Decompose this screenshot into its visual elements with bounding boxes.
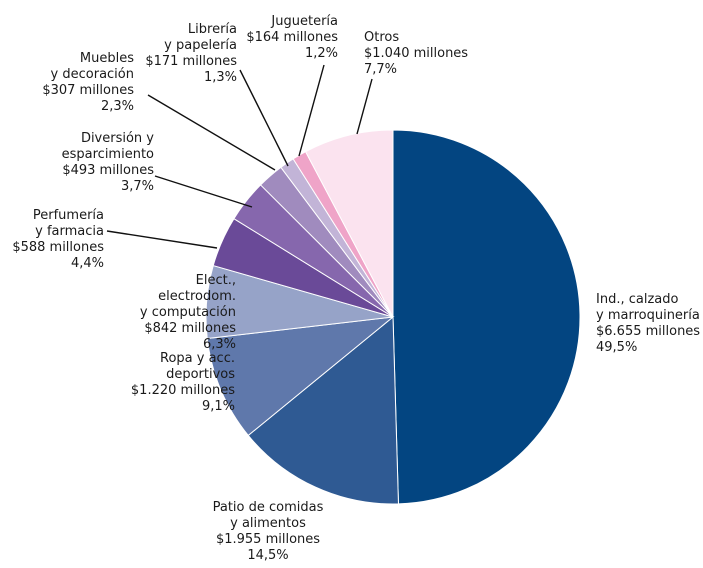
- slice-label-muebles-y-decoracion: Muebles y decoración $307 millones 2,3%: [42, 51, 134, 114]
- slice-label-line: $588 millones: [12, 240, 104, 255]
- pie-slice-ropa-y-acc-deportivos: [206, 316, 395, 437]
- slice-label-line: Perfumería: [33, 208, 104, 223]
- slice-label-line: Muebles: [80, 51, 134, 66]
- slice-label-line: 4,4%: [71, 256, 104, 271]
- slice-label-line: $493 millones: [62, 163, 154, 178]
- slice-label-line: Juguetería: [270, 14, 338, 29]
- pie-slice-otros: [304, 129, 394, 318]
- slice-label-line: $1.220 millones: [131, 383, 235, 398]
- leader-line-libreria-y-papeleria: [239, 69, 289, 167]
- slice-label-elect-electrodom-y-computacion: Elect., electrodom. y computación $842 mill…: [140, 273, 236, 352]
- slice-label-line: 1,2%: [305, 46, 338, 61]
- slice-label-line: Ropa y acc.: [160, 351, 235, 366]
- slice-label-line: y papelería: [164, 38, 237, 53]
- slice-label-line: y marroquinería: [596, 308, 700, 323]
- leader-line-muebles-y-decoracion: [147, 94, 276, 171]
- leader-line-perfumeria-y-farmacia: [106, 230, 218, 249]
- leader-lines: [106, 64, 373, 249]
- slice-label-line: y alimentos: [230, 516, 306, 531]
- slice-label-otros: Otros $1.040 millones 7,7%: [364, 30, 468, 77]
- slice-label-line: $1.955 millones: [216, 532, 320, 547]
- slice-label-line: $171 millones: [145, 54, 237, 69]
- slice-label-line: $842 millones: [144, 321, 236, 336]
- slice-label-line: 3,7%: [121, 179, 154, 194]
- slice-label-line: Otros: [364, 30, 399, 45]
- pie-slice-ind-calzado-y-marroquineria: [392, 129, 581, 505]
- slice-label-libreria-y-papeleria: Librería y papelería $171 millones 1,3%: [145, 22, 237, 85]
- slice-label-jugueteria: Juguetería $164 millones 1,2%: [246, 14, 338, 61]
- slice-label-line: 2,3%: [101, 99, 134, 114]
- leader-line-jugueteria: [298, 64, 325, 157]
- leader-line-otros: [356, 78, 373, 135]
- slice-label-line: Ind., calzado: [596, 292, 678, 307]
- slice-label-line: Patio de comidas: [213, 500, 324, 515]
- slice-label-line: y computación: [140, 305, 236, 320]
- slice-label-line: Diversión y: [81, 131, 154, 146]
- slice-label-line: $164 millones: [246, 30, 338, 45]
- slice-label-line: esparcimiento: [62, 147, 154, 162]
- slice-label-line: Elect.,: [196, 273, 236, 288]
- pie-slices: [205, 129, 581, 505]
- slice-label-line: 49,5%: [596, 340, 637, 355]
- slice-label-line: $1.040 millones: [364, 46, 468, 61]
- slice-label-line: 9,1%: [202, 399, 235, 414]
- slice-label-line: $307 millones: [42, 83, 134, 98]
- slice-label-patio-de-comidas-y-alimentos: Patio de comidas y alimentos $1.955 millon…: [213, 500, 324, 563]
- slice-label-line: electrodom.: [158, 289, 236, 304]
- slice-label-line: $6.655 millones: [596, 324, 700, 339]
- slice-label-perfumeria-y-farmacia: Perfumería y farmacia $588 millones 4,4%: [12, 208, 104, 271]
- leader-line-diversion-y-esparcimiento: [154, 175, 253, 208]
- slice-label-line: 1,3%: [204, 70, 237, 85]
- slice-label-line: 14,5%: [247, 548, 288, 563]
- slice-label-line: 6,3%: [203, 337, 236, 352]
- slice-label-ropa-y-acc-deportivos: Ropa y acc. deportivos $1.220 millones 9,1%: [131, 351, 235, 414]
- slice-label-line: Librería: [188, 22, 237, 37]
- slice-label-ind-calzado-y-marroquineria: Ind., calzado y marroquinería $6.655 millo…: [596, 292, 700, 355]
- slice-labels: Ind., calzado y marroquinería $6.655 millo…: [12, 14, 700, 563]
- slice-label-line: 7,7%: [364, 62, 397, 77]
- slice-label-diversion-y-esparcimiento: Diversión y esparcimiento $493 millones 3,7…: [62, 131, 155, 194]
- slice-label-line: y decoración: [51, 67, 134, 82]
- pie-slice-patio-de-comidas-y-alimentos: [247, 315, 399, 505]
- slice-label-line: deportivos: [166, 367, 235, 382]
- slice-label-line: y farmacia: [35, 224, 104, 239]
